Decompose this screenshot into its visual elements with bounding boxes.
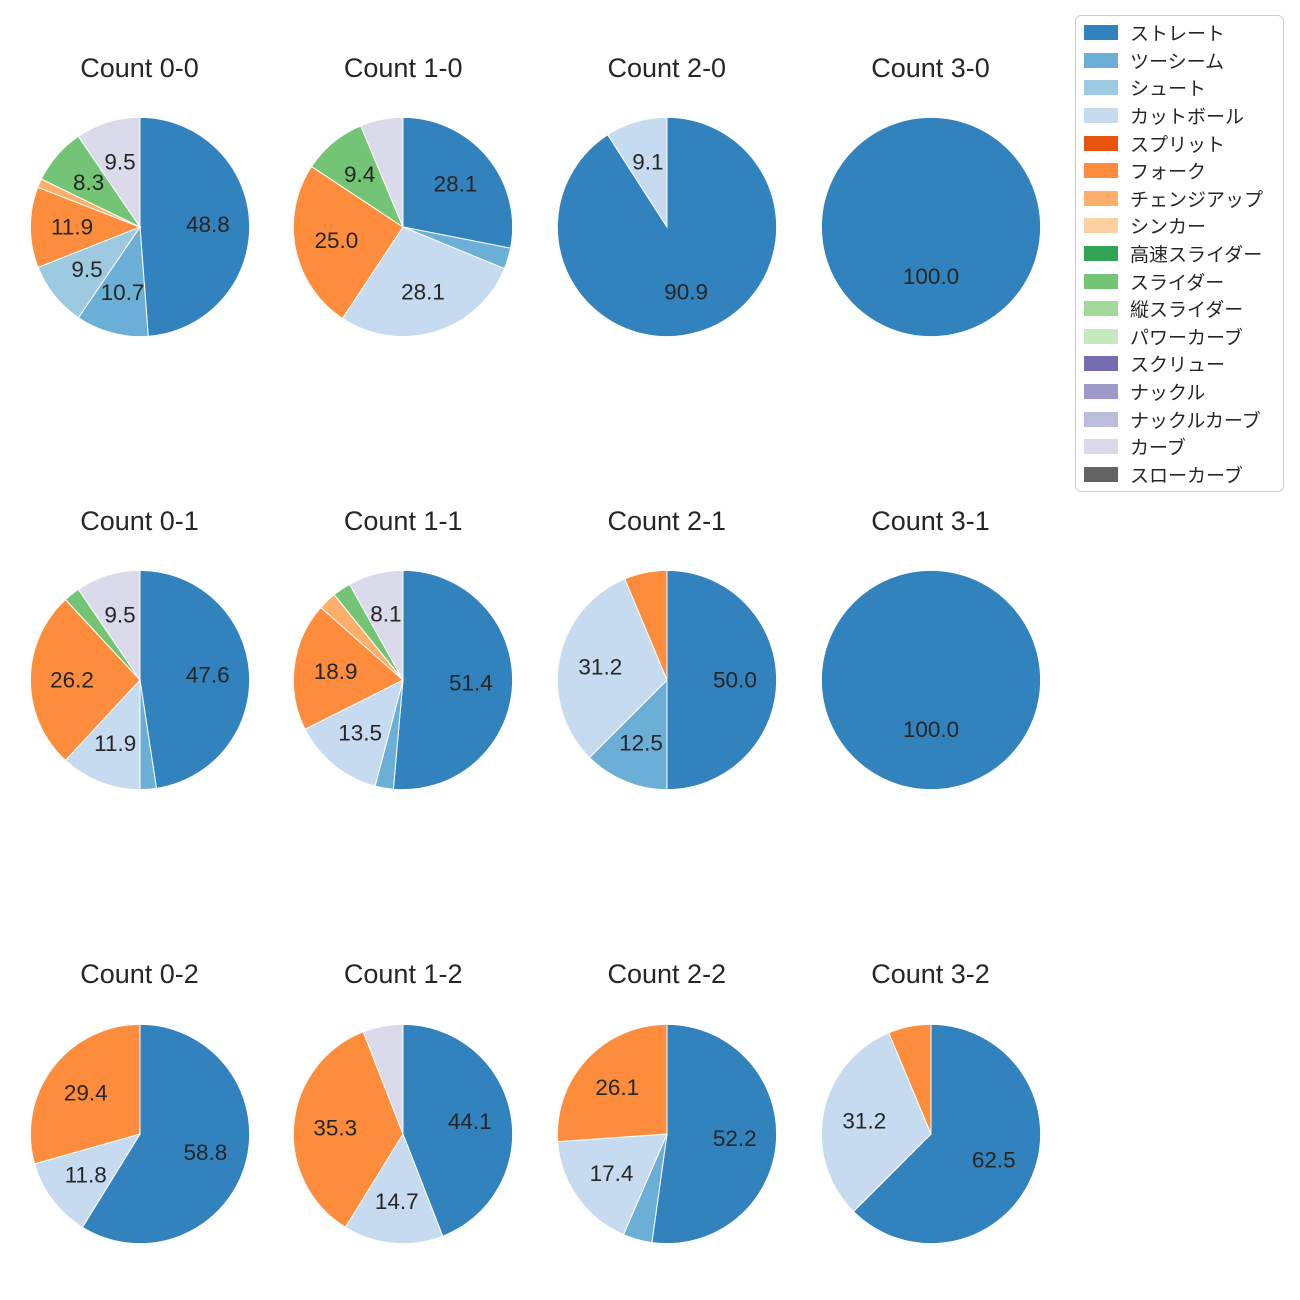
svg-text:48.8: 48.8 xyxy=(186,212,230,237)
svg-text:9.5: 9.5 xyxy=(71,257,102,282)
svg-text:62.5: 62.5 xyxy=(971,1147,1015,1172)
svg-text:47.6: 47.6 xyxy=(185,663,229,688)
svg-text:100.0: 100.0 xyxy=(902,264,958,289)
svg-text:9.5: 9.5 xyxy=(104,603,135,628)
svg-text:26.1: 26.1 xyxy=(595,1075,639,1100)
svg-text:11.9: 11.9 xyxy=(50,215,92,240)
svg-text:52.2: 52.2 xyxy=(713,1126,757,1151)
svg-text:26.2: 26.2 xyxy=(50,668,94,693)
svg-text:13.5: 13.5 xyxy=(338,721,382,746)
svg-text:31.2: 31.2 xyxy=(578,655,622,680)
svg-text:25.0: 25.0 xyxy=(315,228,359,253)
svg-text:58.8: 58.8 xyxy=(183,1140,227,1165)
svg-text:14.7: 14.7 xyxy=(375,1189,419,1214)
svg-text:44.1: 44.1 xyxy=(448,1108,492,1133)
svg-text:8.3: 8.3 xyxy=(72,170,103,195)
svg-text:9.1: 9.1 xyxy=(632,150,663,175)
svg-text:8.1: 8.1 xyxy=(370,602,401,627)
svg-text:9.5: 9.5 xyxy=(104,150,135,175)
svg-text:29.4: 29.4 xyxy=(63,1080,107,1105)
svg-text:17.4: 17.4 xyxy=(589,1160,633,1185)
svg-text:50.0: 50.0 xyxy=(713,668,757,693)
svg-text:10.7: 10.7 xyxy=(100,280,144,305)
svg-text:18.9: 18.9 xyxy=(314,659,358,684)
svg-text:100.0: 100.0 xyxy=(902,717,958,742)
svg-text:11.8: 11.8 xyxy=(64,1162,106,1187)
svg-text:90.9: 90.9 xyxy=(664,280,708,305)
svg-text:11.9: 11.9 xyxy=(94,731,136,756)
svg-text:28.1: 28.1 xyxy=(434,172,478,197)
svg-text:28.1: 28.1 xyxy=(401,280,445,305)
svg-text:12.5: 12.5 xyxy=(619,731,663,756)
svg-text:31.2: 31.2 xyxy=(842,1108,886,1133)
svg-text:9.4: 9.4 xyxy=(344,162,375,187)
svg-text:35.3: 35.3 xyxy=(314,1115,358,1140)
svg-text:51.4: 51.4 xyxy=(449,671,493,696)
